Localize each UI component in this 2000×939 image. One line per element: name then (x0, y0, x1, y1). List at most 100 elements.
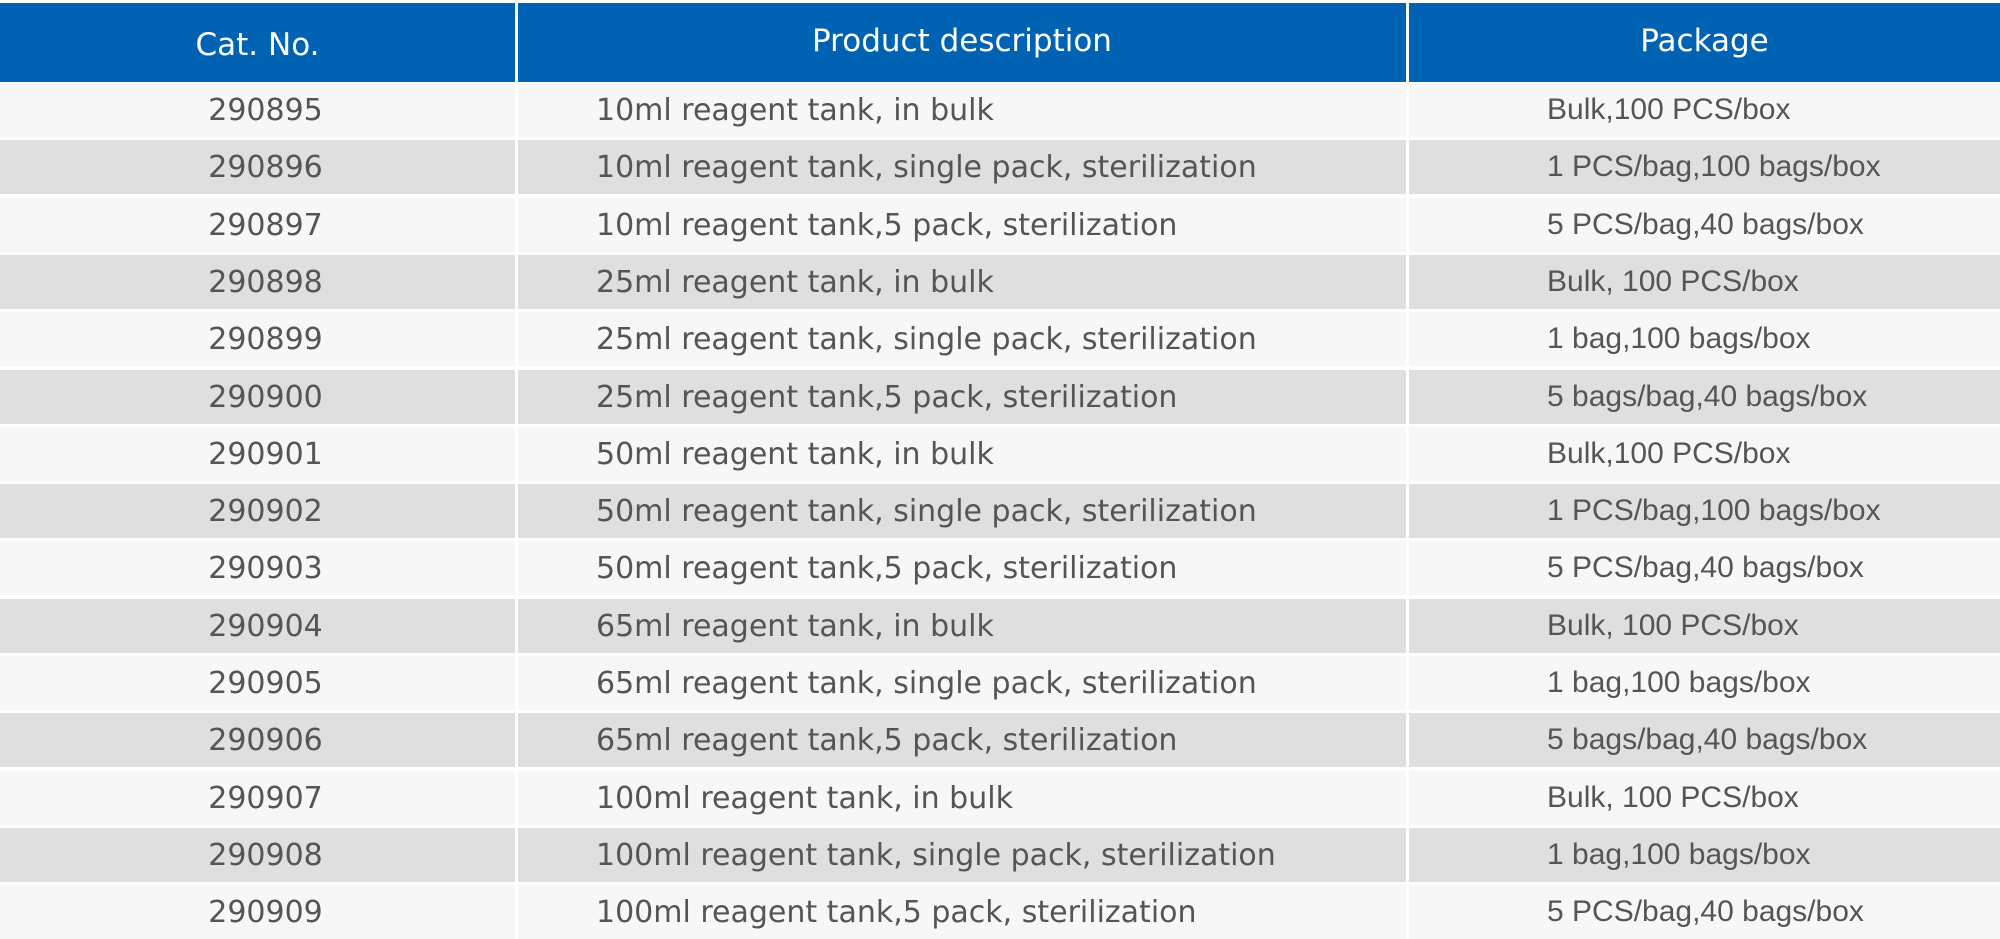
table-row: 290901 50ml reagent tank, in bulk Bulk,100… (0, 427, 2000, 481)
table-row: 290909 100ml reagent tank,5 pack, sterili… (0, 885, 2000, 939)
cell-product-description: 25ml reagent tank, in bulk (518, 255, 1406, 309)
cell-cat-no: 290901 (0, 427, 515, 481)
cell-product-description: 50ml reagent tank, single pack, steriliz… (518, 484, 1406, 538)
cell-product-description: 65ml reagent tank,5 pack, sterilization (518, 713, 1406, 767)
cell-package-text: Bulk,100 PCS/box (1547, 437, 1791, 470)
cell-package: 5 bags/bag,40 bags/box (1409, 370, 2000, 424)
cell-product-description: 10ml reagent tank, in bulk (518, 83, 1406, 137)
cell-cat-no: 290896 (0, 140, 515, 194)
cell-product-description: 25ml reagent tank, single pack, steriliz… (518, 312, 1406, 366)
table-row: 290899 25ml reagent tank, single pack, st… (0, 312, 2000, 366)
cell-package-text: Bulk, 100 PCS/box (1547, 781, 1799, 814)
cell-product-description-text: 100ml reagent tank, single pack, sterili… (596, 837, 1276, 873)
header-product-description: Product description (518, 3, 1406, 82)
cell-cat-no-text: 290895 (208, 92, 323, 128)
cell-product-description-text: 25ml reagent tank,5 pack, sterilization (596, 379, 1178, 415)
cell-cat-no: 290895 (0, 83, 515, 137)
cell-package: 5 PCS/bag,40 bags/box (1409, 541, 2000, 595)
cell-cat-no-text: 290906 (208, 722, 323, 758)
cell-cat-no: 290909 (0, 885, 515, 939)
cell-cat-no-text: 290897 (208, 207, 323, 243)
table-row: 290907 100ml reagent tank, in bulk Bulk, 1… (0, 771, 2000, 825)
cell-package-text: 5 bags/bag,40 bags/box (1547, 380, 1868, 413)
cell-cat-no: 290897 (0, 198, 515, 252)
cell-cat-no: 290907 (0, 771, 515, 825)
header-product-description-label: Product description (812, 22, 1112, 59)
cell-product-description-text: 50ml reagent tank, in bulk (596, 436, 994, 472)
table-header: Cat. No. Product description Package (0, 0, 2000, 82)
cell-package: Bulk, 100 PCS/box (1409, 771, 2000, 825)
cell-package-text: 1 bag,100 bags/box (1547, 322, 1811, 355)
cell-package: Bulk,100 PCS/box (1409, 427, 2000, 481)
cell-cat-no-text: 290908 (208, 837, 323, 873)
table-row: 290908 100ml reagent tank, single pack, s… (0, 828, 2000, 882)
cell-package: 1 bag,100 bags/box (1409, 828, 2000, 882)
cell-package: Bulk,100 PCS/box (1409, 83, 2000, 137)
cell-package-text: 5 PCS/bag,40 bags/box (1547, 551, 1864, 584)
cell-package: 5 bags/bag,40 bags/box (1409, 713, 2000, 767)
cell-product-description-text: 25ml reagent tank, single pack, steriliz… (596, 321, 1257, 357)
cell-package: 1 bag,100 bags/box (1409, 656, 2000, 710)
cell-product-description: 100ml reagent tank, in bulk (518, 771, 1406, 825)
cell-cat-no-text: 290909 (208, 894, 323, 930)
cell-package: 1 PCS/bag,100 bags/box (1409, 484, 2000, 538)
cell-package-text: Bulk, 100 PCS/box (1547, 265, 1799, 298)
table-row: 290898 25ml reagent tank, in bulk Bulk, 10… (0, 255, 2000, 309)
cell-product-description: 25ml reagent tank,5 pack, sterilization (518, 370, 1406, 424)
cell-cat-no-text: 290900 (208, 379, 323, 415)
cell-cat-no-text: 290903 (208, 550, 323, 586)
cell-cat-no: 290900 (0, 370, 515, 424)
cell-product-description-text: 10ml reagent tank, in bulk (596, 92, 994, 128)
table-row: 290896 10ml reagent tank, single pack, st… (0, 140, 2000, 194)
cell-product-description: 65ml reagent tank, in bulk (518, 599, 1406, 653)
cell-cat-no-text: 290899 (208, 321, 323, 357)
cell-package: 5 PCS/bag,40 bags/box (1409, 885, 2000, 939)
cell-cat-no-text: 290901 (208, 436, 323, 472)
cell-package: Bulk, 100 PCS/box (1409, 255, 2000, 309)
table-row: 290903 50ml reagent tank,5 pack, steriliz… (0, 541, 2000, 595)
cell-product-description-text: 50ml reagent tank, single pack, steriliz… (596, 493, 1257, 529)
cell-product-description: 100ml reagent tank, single pack, sterili… (518, 828, 1406, 882)
table-row: 290906 65ml reagent tank,5 pack, steriliz… (0, 713, 2000, 767)
table-row: 290905 65ml reagent tank, single pack, st… (0, 656, 2000, 710)
header-package: Package (1409, 3, 2000, 82)
cell-package-text: Bulk, 100 PCS/box (1547, 609, 1799, 642)
table-row: 290904 65ml reagent tank, in bulk Bulk, 10… (0, 599, 2000, 653)
cell-product-description-text: 10ml reagent tank,5 pack, sterilization (596, 207, 1178, 243)
cell-product-description: 50ml reagent tank, in bulk (518, 427, 1406, 481)
cell-product-description: 50ml reagent tank,5 pack, sterilization (518, 541, 1406, 595)
cell-product-description-text: 25ml reagent tank, in bulk (596, 264, 994, 300)
table-row: 290897 10ml reagent tank,5 pack, steriliz… (0, 198, 2000, 252)
cell-package-text: 1 bag,100 bags/box (1547, 838, 1811, 871)
header-cat-no-label: Cat. No. (195, 26, 320, 63)
cell-product-description-text: 65ml reagent tank, in bulk (596, 608, 994, 644)
cell-cat-no-text: 290898 (208, 264, 323, 300)
cell-cat-no: 290904 (0, 599, 515, 653)
cell-product-description-text: 10ml reagent tank, single pack, steriliz… (596, 149, 1257, 185)
cell-package: 1 PCS/bag,100 bags/box (1409, 140, 2000, 194)
cell-cat-no: 290899 (0, 312, 515, 366)
cell-cat-no-text: 290905 (208, 665, 323, 701)
cell-cat-no-text: 290902 (208, 493, 323, 529)
cell-package-text: 1 bag,100 bags/box (1547, 666, 1811, 699)
cell-package-text: 1 PCS/bag,100 bags/box (1547, 494, 1881, 527)
cell-package-text: 5 bags/bag,40 bags/box (1547, 723, 1868, 756)
cell-package: 1 bag,100 bags/box (1409, 312, 2000, 366)
cell-product-description: 65ml reagent tank, single pack, steriliz… (518, 656, 1406, 710)
cell-product-description-text: 100ml reagent tank, in bulk (596, 780, 1013, 816)
cell-cat-no: 290908 (0, 828, 515, 882)
header-cat-no: Cat. No. (0, 3, 515, 82)
cell-package-text: 5 PCS/bag,40 bags/box (1547, 895, 1864, 928)
cell-cat-no-text: 290907 (208, 780, 323, 816)
cell-package: Bulk, 100 PCS/box (1409, 599, 2000, 653)
table-row: 290895 10ml reagent tank, in bulk Bulk,100… (0, 83, 2000, 137)
header-package-label: Package (1640, 22, 1769, 59)
cell-package-text: 1 PCS/bag,100 bags/box (1547, 150, 1881, 183)
cell-cat-no: 290902 (0, 484, 515, 538)
cell-package-text: Bulk,100 PCS/box (1547, 93, 1791, 126)
cell-cat-no-text: 290896 (208, 149, 323, 185)
cell-package-text: 5 PCS/bag,40 bags/box (1547, 208, 1864, 241)
cell-product-description-text: 65ml reagent tank,5 pack, sterilization (596, 722, 1178, 758)
cell-product-description-text: 100ml reagent tank,5 pack, sterilization (596, 894, 1197, 930)
